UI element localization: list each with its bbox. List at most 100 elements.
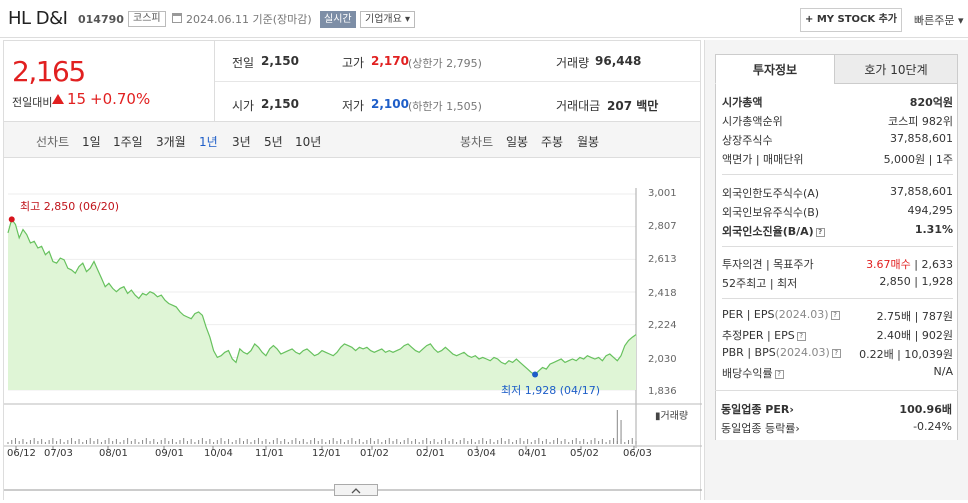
- high-label: 고가: [342, 56, 365, 70]
- low-value: 2,100: [371, 97, 409, 111]
- opinion-value: 3.67매수: [866, 258, 911, 271]
- help-icon[interactable]: ?: [815, 228, 825, 237]
- foreign-ratio-value: 1.31%: [914, 223, 953, 236]
- volume-legend: ▮거래량: [655, 407, 688, 422]
- volume-legend-marker: ▮: [655, 411, 661, 422]
- info-row: 동일업종 등락률› -0.24%: [721, 418, 952, 437]
- x-tick-label: 07/03: [44, 448, 73, 459]
- price-chart[interactable]: 3,001 2,807 2,613 2,418 2,224 2,030 1,83…: [3, 158, 702, 500]
- industry-per-label-text: 동일업종 PER: [721, 403, 790, 416]
- quick-order-button[interactable]: 빠른주문 ▾: [914, 12, 964, 28]
- candle-tab-monthly[interactable]: 월봉: [577, 135, 600, 149]
- y-tick-label: 3,001: [648, 188, 677, 199]
- help-icon[interactable]: ?: [796, 332, 806, 341]
- dividend-label-text: 배당수익률: [722, 367, 773, 380]
- company-overview-label: 기업개요: [365, 14, 402, 25]
- x-tick-label: 04/01: [518, 448, 547, 459]
- high-marker: [8, 216, 15, 223]
- per-value: 2.75배 | 787원: [876, 310, 953, 323]
- industry-rate-label-text: 동일업종 등락률: [721, 422, 796, 435]
- foreign-limit-value: 37,858,601: [890, 185, 953, 198]
- tab-investment-info[interactable]: 투자정보: [715, 54, 835, 84]
- x-tick-label: 05/02: [570, 448, 599, 459]
- info-row: PBR | BPS(2024.03)? 0.22배 | 10,039원: [722, 344, 953, 363]
- expand-chart-button[interactable]: [334, 484, 378, 496]
- chart-low-annotation: 최저 1,928 (04/17): [501, 384, 601, 397]
- candle-tab-weekly[interactable]: 주봉: [541, 135, 564, 149]
- est-per-value: 2.40배 | 902원: [876, 329, 953, 342]
- stock-header: HL D&I 014790 코스피 2024.06.11 기준(장마감) 실시간…: [0, 0, 968, 38]
- dividend-value: N/A: [933, 365, 953, 378]
- market-cap-value: 820억원: [909, 96, 953, 109]
- help-icon[interactable]: ?: [830, 311, 840, 320]
- info-row: 외국인한도주식수(A) 37,858,601: [722, 183, 953, 202]
- pbr-date: (2024.03): [775, 346, 830, 359]
- divider: [214, 41, 215, 121]
- stock-code: 014790: [78, 13, 124, 26]
- opinion-label: 투자의견 | 목표주가: [722, 258, 814, 271]
- divider: [722, 246, 953, 247]
- help-icon[interactable]: ?: [831, 349, 841, 358]
- chevron-up-icon: [351, 488, 361, 494]
- chart-period-tabs: 선차트 1일 1주일 3개월 1년 3년 5년 10년 봉차트 일봉 주봉 월봉: [3, 122, 701, 158]
- period-tab-1d[interactable]: 1일: [82, 135, 101, 149]
- period-tab-3y[interactable]: 3년: [232, 135, 251, 149]
- open-value: 2,150: [261, 97, 299, 111]
- divider: [215, 81, 700, 82]
- foreign-ratio-label-text: 외국인소진율(B/A): [722, 225, 814, 238]
- per-label: PER | EPS(2024.03)?: [722, 308, 840, 321]
- price-line: [7, 218, 637, 376]
- company-overview-dropdown[interactable]: 기업개요 ▾: [360, 11, 416, 28]
- add-mystock-button[interactable]: + MY STOCK 추가: [800, 8, 902, 32]
- info-row: 추정PER | EPS? 2.40배 | 902원: [722, 325, 953, 344]
- pbr-label-text: PBR | BPS: [722, 346, 776, 359]
- est-per-label-text: 추정PER | EPS: [722, 329, 795, 342]
- tab-orderbook[interactable]: 호가 10단계: [834, 54, 958, 84]
- stock-name: HL D&I: [8, 8, 68, 29]
- info-row: 외국인소진율(B/A)? 1.31%: [722, 221, 953, 240]
- period-tab-10y[interactable]: 10년: [295, 135, 322, 149]
- investment-info-panel: 투자정보 호가 10단계 시가총액 820억원 시가총액순위 코스피 982위 상장…: [704, 40, 968, 500]
- period-tab-5y[interactable]: 5년: [264, 135, 283, 149]
- lower-limit: (하한가 1,505): [408, 100, 482, 113]
- info-row: 동일업종 PER› 100.96배: [721, 399, 952, 418]
- par-value-value: 5,000원 | 1주: [883, 153, 953, 166]
- period-tab-1w[interactable]: 1주일: [113, 135, 143, 149]
- industry-per-value: 100.96배: [899, 403, 952, 416]
- info-row: 52주최고 | 최저 2,850 | 1,928: [722, 273, 953, 292]
- low-marker: [532, 371, 539, 378]
- market-cap-label: 시가총액: [722, 96, 763, 109]
- period-tab-3m[interactable]: 3개월: [156, 135, 186, 149]
- chevron-down-icon: ▾: [957, 14, 964, 27]
- x-tick-label: 10/04: [204, 448, 233, 459]
- candle-chart-label: 봉차트: [460, 135, 494, 149]
- volume-label: 거래량: [556, 56, 590, 70]
- change-label: 전일대비: [12, 96, 53, 109]
- y-tick-label: 2,807: [648, 221, 677, 232]
- per-label-text: PER | EPS: [722, 308, 775, 321]
- open-label: 시가: [232, 99, 255, 113]
- investment-info-table: 시가총액 820억원 시가총액순위 코스피 982위 상장주식수 37,858,601…: [715, 84, 958, 440]
- change-value: 15: [67, 90, 87, 108]
- y-tick-label: 2,224: [648, 320, 677, 331]
- line-chart-label: 선차트: [36, 135, 70, 149]
- amount-label: 거래대금: [556, 99, 601, 113]
- info-row: 시가총액순위 코스피 982위: [722, 111, 953, 130]
- divider: [722, 174, 953, 175]
- date-basis: 2024.06.11 기준(장마감): [186, 13, 312, 26]
- info-row: 시가총액 820억원: [722, 92, 953, 111]
- period-tab-1y[interactable]: 1년: [199, 135, 218, 149]
- help-icon[interactable]: ?: [774, 370, 784, 379]
- price-chart-svg: [4, 188, 702, 491]
- realtime-button[interactable]: 실시간: [320, 11, 356, 28]
- x-tick-label: 06/12: [7, 448, 36, 459]
- est-per-label: 추정PER | EPS?: [722, 327, 806, 343]
- change-percent: +0.70%: [90, 90, 151, 108]
- candle-tab-daily[interactable]: 일봉: [506, 135, 529, 149]
- pbr-value: 0.22배 | 10,039원: [859, 348, 953, 361]
- up-arrow-icon: [52, 94, 64, 104]
- upper-limit: (상한가 2,795): [408, 57, 482, 70]
- calendar-icon: [172, 13, 182, 23]
- prev-close-label: 전일: [232, 56, 255, 70]
- volume-legend-label: 거래량: [660, 411, 689, 422]
